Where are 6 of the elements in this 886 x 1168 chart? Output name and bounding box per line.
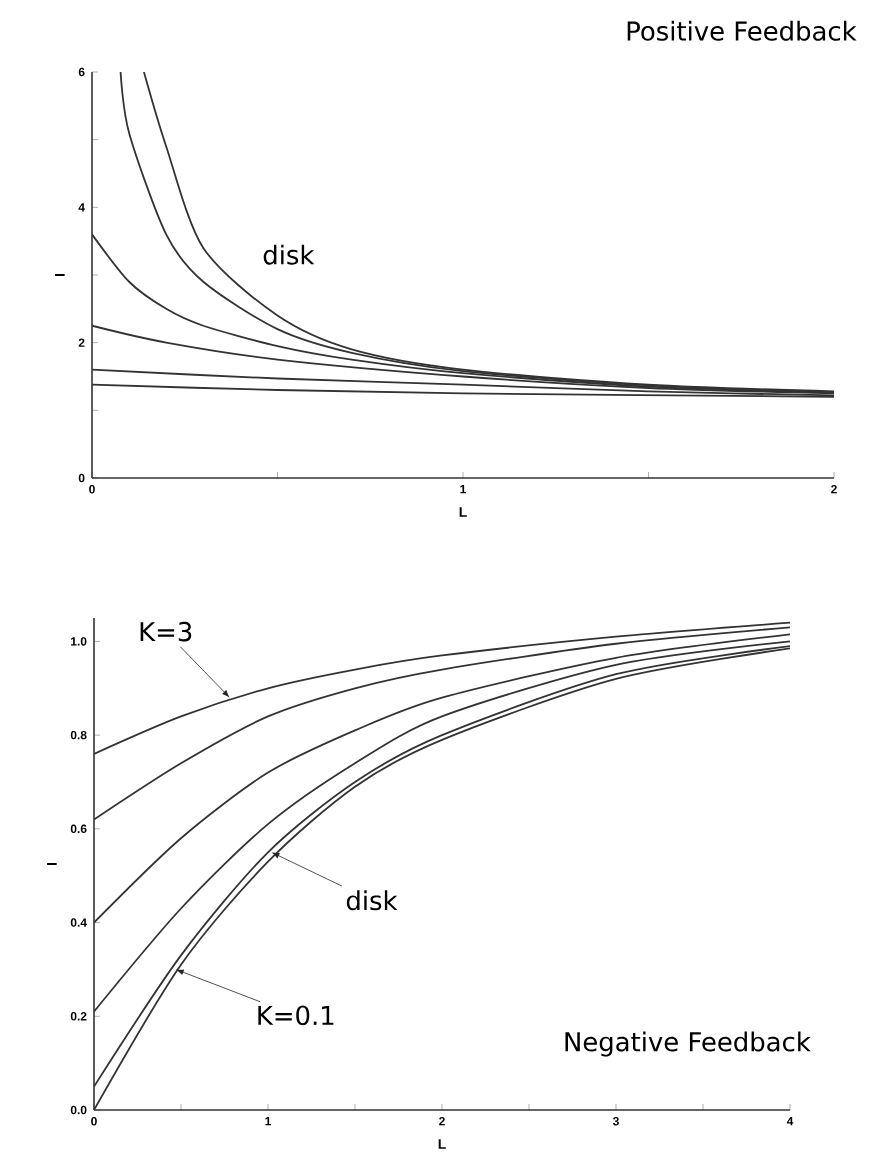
annotation: disk xyxy=(346,890,398,911)
text: Negative Feedback xyxy=(565,1031,811,1057)
annotation: K=3 xyxy=(140,621,192,642)
annotation: K=0.1 xyxy=(258,1005,334,1026)
annotation: disk xyxy=(263,244,315,265)
chart-title: Positive Feedback xyxy=(627,20,857,41)
